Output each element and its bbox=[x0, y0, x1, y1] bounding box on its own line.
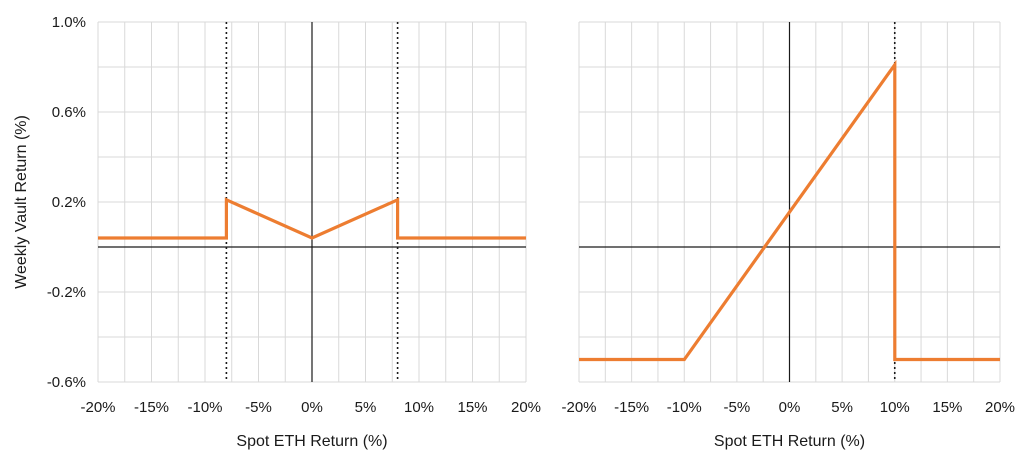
x-tick-label: 10% bbox=[404, 399, 434, 416]
y-tick-label: -0.6% bbox=[47, 374, 86, 391]
x-tick-label: -10% bbox=[667, 399, 702, 416]
y-axis-title: Weekly Vault Return (%) bbox=[13, 115, 30, 289]
y-tick-label: 0.6% bbox=[52, 104, 86, 121]
left-chart-panel: -20% -15% -10% -5% 0% 5% 10% 15% 20% -0.6% -0.2% 0.… bbox=[13, 14, 541, 450]
x-tick-label: -5% bbox=[724, 399, 751, 416]
x-tick-label: 0% bbox=[301, 399, 323, 416]
x-axis-title: Spot ETH Return (%) bbox=[236, 433, 387, 450]
x-tick-label: 20% bbox=[985, 399, 1015, 416]
x-tick-label: 10% bbox=[880, 399, 910, 416]
y-tick-label: 1.0% bbox=[52, 14, 86, 31]
y-tick-label: 0.2% bbox=[52, 194, 86, 211]
x-tick-label: 15% bbox=[457, 399, 487, 416]
x-tick-label: 5% bbox=[355, 399, 377, 416]
x-tick-label: 15% bbox=[932, 399, 962, 416]
y-tick-label: -0.2% bbox=[47, 284, 86, 301]
x-tick-label: 20% bbox=[511, 399, 541, 416]
x-tick-label: -10% bbox=[187, 399, 222, 416]
x-tick-label: -15% bbox=[614, 399, 649, 416]
x-tick-label: -15% bbox=[134, 399, 169, 416]
right-chart-panel: -20% -15% -10% -5% 0% 5% 10% 15% 20% Spot ETH Ret… bbox=[561, 21, 1015, 450]
vault-return-series-line bbox=[98, 197, 526, 240]
x-tick-label: 5% bbox=[831, 399, 853, 416]
x-axis-title: Spot ETH Return (%) bbox=[714, 433, 865, 450]
x-tick-label: -5% bbox=[245, 399, 272, 416]
x-tick-label: 0% bbox=[779, 399, 801, 416]
x-tick-label: -20% bbox=[561, 399, 596, 416]
vault-return-series-line bbox=[579, 59, 1000, 362]
x-tick-label: -20% bbox=[80, 399, 115, 416]
